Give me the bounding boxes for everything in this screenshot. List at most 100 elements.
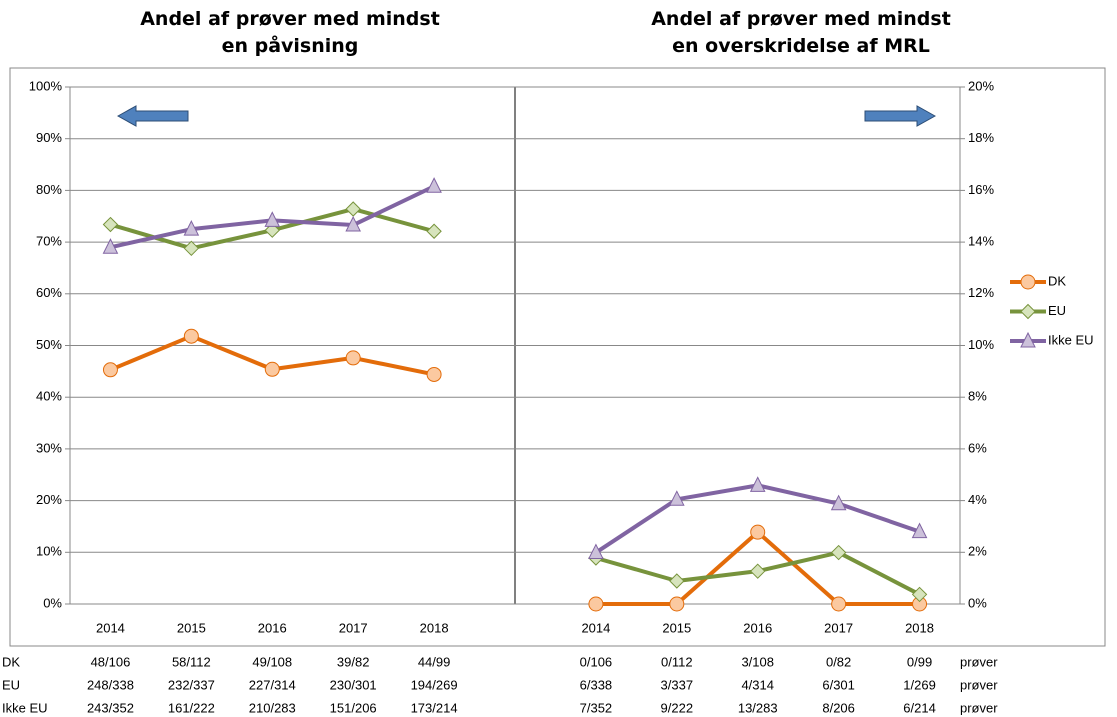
table-cell: 9/222	[661, 700, 694, 715]
y-tick-label: 14%	[968, 234, 994, 249]
marker	[749, 476, 766, 492]
table-cell: 0/106	[580, 654, 613, 669]
y-tick-label: 100%	[29, 78, 63, 93]
table-cell: 3/108	[741, 654, 774, 669]
x-tick-label: 2018	[905, 620, 934, 635]
y-tick-label: 70%	[36, 234, 62, 249]
marker	[1020, 303, 1036, 320]
x-tick-label: 2015	[662, 620, 691, 635]
table-cell: 13/283	[738, 700, 778, 715]
y-tick-label: 80%	[36, 182, 62, 197]
row-label: Ikke EU	[2, 700, 48, 715]
x-tick-label: 2018	[420, 620, 449, 635]
legend-label: Ikke EU	[1048, 332, 1094, 347]
table-cell: 161/222	[168, 700, 215, 715]
y-tick-label: 10%	[36, 544, 62, 559]
y-tick-label: 4%	[968, 492, 987, 507]
marker	[669, 490, 685, 506]
row-unit: prøver	[960, 654, 998, 669]
table-cell: 243/352	[87, 700, 134, 715]
table-cell: 0/99	[907, 654, 932, 669]
y-tick-label: 20%	[968, 78, 994, 93]
table-cell: 49/108	[252, 654, 292, 669]
table-cell: 6/214	[903, 700, 936, 715]
chart-border	[9, 67, 1106, 647]
marker	[345, 201, 361, 217]
row-label: DK	[2, 654, 20, 669]
marker	[426, 366, 442, 382]
table-cell: 7/352	[580, 700, 613, 715]
x-tick-label: 2016	[743, 620, 772, 635]
marker	[102, 238, 119, 254]
x-tick-label: 2016	[258, 620, 287, 635]
y-tick-label: 60%	[36, 285, 62, 300]
marker	[830, 544, 847, 561]
marker	[264, 211, 281, 227]
marker	[426, 177, 442, 193]
table-cell: 1/269	[903, 677, 936, 692]
chart-title: Andel af prøver med mindst en påvisning	[140, 8, 440, 57]
table-cell: 6/338	[580, 677, 613, 692]
marker	[588, 596, 604, 612]
y-tick-label: 10%	[968, 337, 994, 352]
marker	[750, 524, 766, 540]
table-cell: 3/337	[661, 677, 694, 692]
right-arrow	[864, 105, 937, 127]
table-cell: 232/337	[168, 677, 215, 692]
legend-label: EU	[1048, 303, 1066, 318]
marker	[183, 328, 199, 344]
x-tick-label: 2017	[339, 620, 368, 635]
table-cell: 248/338	[87, 677, 134, 692]
y-tick-label: 0%	[43, 595, 62, 610]
marker	[830, 494, 847, 511]
marker	[911, 586, 928, 603]
row-unit: prøver	[960, 677, 998, 692]
table-cell: 151/206	[330, 700, 377, 715]
y-tick-label: 30%	[36, 440, 62, 455]
table-cell: 173/214	[411, 700, 458, 715]
row-label: EU	[2, 677, 20, 692]
y-tick-label: 12%	[968, 285, 994, 300]
table-cell: 48/106	[91, 654, 131, 669]
x-tick-label: 2014	[581, 620, 610, 635]
x-tick-label: 2014	[96, 620, 125, 635]
marker	[345, 350, 361, 366]
x-tick-label: 2017	[824, 620, 853, 635]
y-tick-label: 18%	[968, 130, 994, 145]
marker	[750, 563, 766, 579]
table-cell: 194/269	[411, 677, 458, 692]
table-cell: 210/283	[249, 700, 296, 715]
table-cell: 44/99	[418, 654, 451, 669]
table-cell: 6/301	[822, 677, 855, 692]
chart-title: Andel af prøver med mindst en overskride…	[651, 8, 951, 57]
table-cell: 0/112	[661, 654, 693, 669]
x-tick-label: 2015	[177, 620, 206, 635]
table-cell: 8/206	[822, 700, 855, 715]
y-tick-label: 50%	[36, 337, 62, 352]
table-cell: 39/82	[337, 654, 370, 669]
y-tick-label: 20%	[36, 492, 62, 507]
marker	[1020, 331, 1036, 348]
table-cell: 4/314	[741, 677, 774, 692]
y-tick-label: 2%	[968, 544, 987, 559]
legend-label: DK	[1048, 273, 1066, 288]
marker	[102, 362, 118, 378]
y-tick-label: 16%	[968, 182, 994, 197]
marker	[669, 596, 685, 612]
y-tick-label: 90%	[36, 130, 62, 145]
table-cell: 227/314	[249, 677, 296, 692]
marker	[183, 240, 200, 257]
marker	[669, 573, 685, 589]
y-tick-label: 6%	[968, 440, 987, 455]
marker	[426, 223, 442, 239]
marker	[831, 596, 847, 612]
table-cell: 0/82	[826, 654, 851, 669]
y-tick-label: 40%	[36, 389, 62, 404]
marker	[102, 216, 119, 233]
marker	[183, 220, 200, 236]
marker	[264, 361, 280, 377]
marker	[588, 543, 604, 560]
row-unit: prøver	[960, 700, 998, 715]
